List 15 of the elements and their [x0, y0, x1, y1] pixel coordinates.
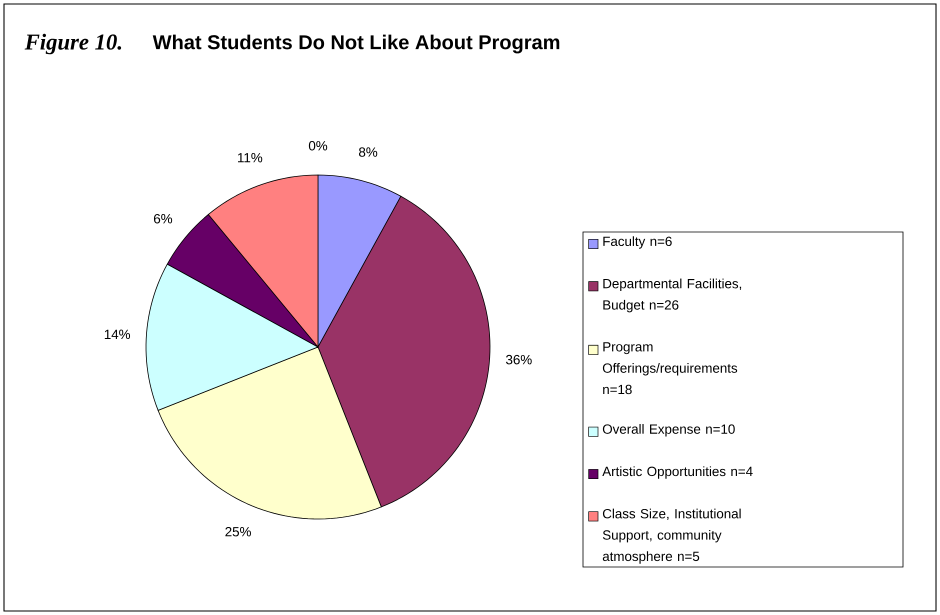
legend-label: Program Offerings/requirements n=18 — [602, 342, 738, 394]
legend-label: Overall Expense n=10 — [602, 424, 735, 436]
legend-label: Artistic Opportunities n=4 — [602, 466, 753, 479]
data-label: 14% — [104, 330, 130, 340]
data-label: 36% — [506, 354, 532, 364]
data-label: 8% — [359, 147, 378, 157]
legend-label: Faculty n=6 — [603, 236, 672, 249]
data-label: 11% — [238, 152, 262, 162]
data-label: 6% — [154, 214, 172, 224]
legend-label: Class Size, Institutional Support, community atmosphere n=5 — [602, 508, 741, 564]
data-label: 25% — [225, 526, 251, 536]
chart-title: What Students Do Not Like About Program — [152, 34, 560, 54]
legend-label: Departmental Facilities, Budget n=26 — [603, 278, 742, 312]
text: 0% — [308, 141, 328, 150]
caption: Figure 10. — [24, 34, 122, 54]
